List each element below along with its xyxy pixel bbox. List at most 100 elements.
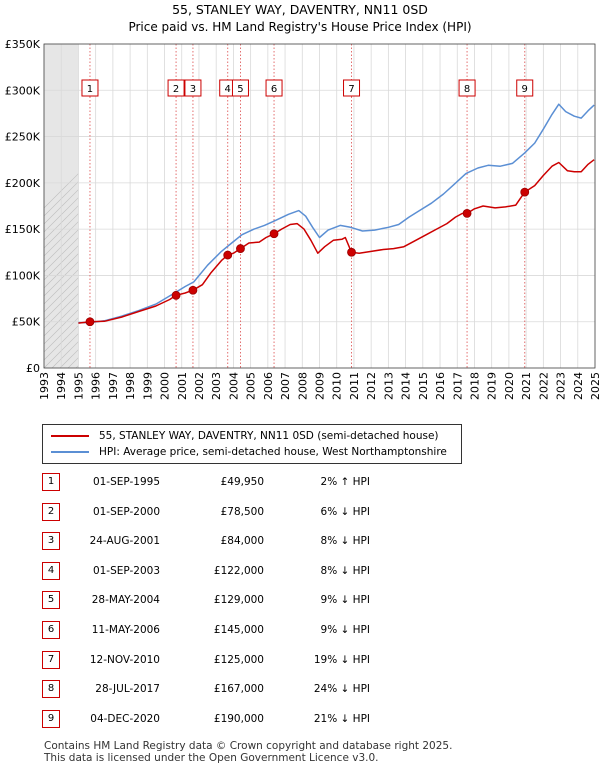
hatch-line xyxy=(51,341,79,369)
sale-hpi-change: 8% ↓ HPI xyxy=(320,564,370,577)
sale-price: £125,000 xyxy=(213,653,264,666)
x-tick-label: 2023 xyxy=(555,372,568,400)
legend-swatch-hpi xyxy=(51,451,89,453)
x-tick-label: 2012 xyxy=(365,372,378,400)
price-chart: 55, STANLEY WAY, DAVENTRY, NN11 0SD Pric… xyxy=(5,2,600,400)
x-tick-label: 2002 xyxy=(193,372,206,400)
x-tick-label: 2022 xyxy=(537,372,550,400)
sale-label-number: 8 xyxy=(464,84,470,95)
hatch-line xyxy=(67,357,79,369)
footer-copyright: Contains HM Land Registry data © Crown c… xyxy=(44,740,453,752)
footer-licence: This data is licensed under the Open Gov… xyxy=(44,752,379,764)
y-tick-label: £250K xyxy=(5,131,41,144)
sale-date: 28-MAY-2004 xyxy=(91,594,160,607)
sale-hpi-change: 6% ↓ HPI xyxy=(320,505,370,518)
sale-price: £84,000 xyxy=(220,535,264,548)
sale-number-badge: 7 xyxy=(42,650,60,669)
hatch-line xyxy=(59,349,79,369)
x-tick-label: 2009 xyxy=(314,372,327,400)
sale-hpi-change: 24% ↓ HPI xyxy=(313,683,370,696)
x-tick-label: 1998 xyxy=(124,372,137,400)
sale-label-number: 2 xyxy=(173,84,179,95)
y-tick-label: £150K xyxy=(5,223,41,236)
hatch-line xyxy=(75,365,79,369)
x-tick-label: 2003 xyxy=(210,372,223,400)
sale-date: 04-DEC-2020 xyxy=(90,712,160,725)
sale-number-badge: 4 xyxy=(42,561,60,580)
legend-item-property: 55, STANLEY WAY, DAVENTRY, NN11 0SD (sem… xyxy=(51,428,439,444)
sale-label-number: 9 xyxy=(522,84,528,95)
y-tick-label: £300K xyxy=(5,84,41,97)
sale-number-badge: 9 xyxy=(42,709,60,728)
sale-date: 12-NOV-2010 xyxy=(89,653,160,666)
sale-point xyxy=(85,317,95,327)
sale-point xyxy=(171,290,181,300)
legend-label-hpi: HPI: Average price, semi-detached house,… xyxy=(99,446,447,458)
sale-date: 01-SEP-2000 xyxy=(92,505,160,518)
sale-price: £78,500 xyxy=(220,505,264,518)
sale-price: £167,000 xyxy=(213,683,264,696)
x-tick-label: 1996 xyxy=(90,372,103,400)
sale-number-badge: 5 xyxy=(42,591,60,610)
table-row: 1 01-SEP-1995 £49,950 2% ↑ HPI xyxy=(42,472,402,492)
x-tick-label: 1994 xyxy=(55,372,68,400)
table-row: 9 04-DEC-2020 £190,000 21% ↓ HPI xyxy=(42,709,402,729)
sale-number-badge: 6 xyxy=(42,621,60,639)
x-tick-label: 2016 xyxy=(434,372,447,400)
legend-label-property: 55, STANLEY WAY, DAVENTRY, NN11 0SD (sem… xyxy=(99,430,439,442)
x-tick-label: 2014 xyxy=(400,372,413,400)
sale-hpi-change: 9% ↓ HPI xyxy=(320,624,370,636)
y-tick-label: £200K xyxy=(5,177,41,190)
x-tick-label: 2025 xyxy=(589,372,600,400)
property-series-line xyxy=(78,159,595,324)
x-tick-label: 2001 xyxy=(176,372,189,400)
sale-point xyxy=(223,250,233,260)
y-tick-label: £0 xyxy=(26,362,40,375)
x-tick-label: 1997 xyxy=(107,372,120,400)
x-tick-label: 2019 xyxy=(486,372,499,400)
sale-label-number: 1 xyxy=(87,84,93,95)
table-row: 6 11-MAY-2006 £145,000 9% ↓ HPI xyxy=(42,620,402,640)
sale-label-box xyxy=(231,79,249,97)
sale-point xyxy=(520,187,530,197)
x-tick-label: 2021 xyxy=(520,372,533,400)
table-row: 3 24-AUG-2001 £84,000 8% ↓ HPI xyxy=(42,531,402,551)
table-row: 7 12-NOV-2010 £125,000 19% ↓ HPI xyxy=(42,650,402,670)
x-tick-label: 2017 xyxy=(451,372,464,400)
sale-label-number: 7 xyxy=(348,84,354,95)
x-tick-label: 2011 xyxy=(348,372,361,400)
sale-price: £122,000 xyxy=(213,564,264,577)
x-tick-label: 2007 xyxy=(279,372,292,400)
x-tick-label: 2010 xyxy=(331,372,344,400)
y-tick-label: £100K xyxy=(5,269,41,282)
sale-point xyxy=(462,209,472,218)
sale-label-number: 4 xyxy=(225,84,231,95)
legend-swatch-property xyxy=(51,435,89,437)
sale-price: £49,950 xyxy=(220,476,264,488)
table-row: 2 01-SEP-2000 £78,500 6% ↓ HPI xyxy=(42,502,402,522)
table-row: 4 01-SEP-2003 £122,000 8% ↓ HPI xyxy=(42,561,402,581)
footer: Contains HM Land Registry data © Crown c… xyxy=(44,740,452,764)
legend-item-hpi: HPI: Average price, semi-detached house,… xyxy=(51,444,447,460)
chart-subtitle: Price paid vs. HM Land Registry's House … xyxy=(128,20,471,34)
sale-label-box xyxy=(516,79,534,97)
x-tick-label: 2005 xyxy=(245,372,258,400)
sale-label-number: 5 xyxy=(237,84,243,95)
x-tick-label: 2015 xyxy=(417,372,430,400)
y-tick-label: £50K xyxy=(12,316,41,329)
sale-price: £145,000 xyxy=(213,624,264,636)
sale-label-box xyxy=(458,79,476,97)
sale-hpi-change: 2% ↑ HPI xyxy=(320,476,370,488)
sale-point xyxy=(347,247,356,257)
sale-label-box xyxy=(184,79,202,97)
x-tick-label: 2018 xyxy=(468,372,481,400)
chart-title: 55, STANLEY WAY, DAVENTRY, NN11 0SD xyxy=(172,2,428,17)
sale-price: £190,000 xyxy=(213,712,264,725)
sale-label-box xyxy=(265,79,283,97)
sale-label-box xyxy=(81,79,99,97)
plot-frame xyxy=(43,43,596,369)
sale-point xyxy=(236,244,245,253)
sale-date: 01-SEP-1995 xyxy=(92,476,160,488)
sale-point xyxy=(188,285,198,295)
sale-date: 11-MAY-2006 xyxy=(91,624,160,636)
